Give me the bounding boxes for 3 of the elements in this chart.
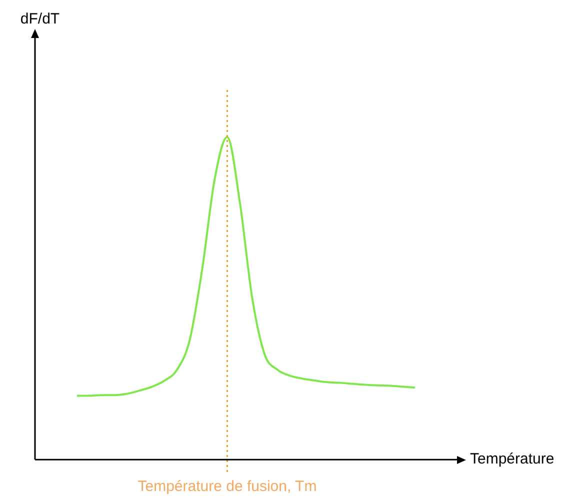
- text: Température de fusion, Tm: [138, 478, 317, 496]
- x-axis-title: Température: [470, 450, 554, 468]
- text: dF/dT: [20, 10, 60, 28]
